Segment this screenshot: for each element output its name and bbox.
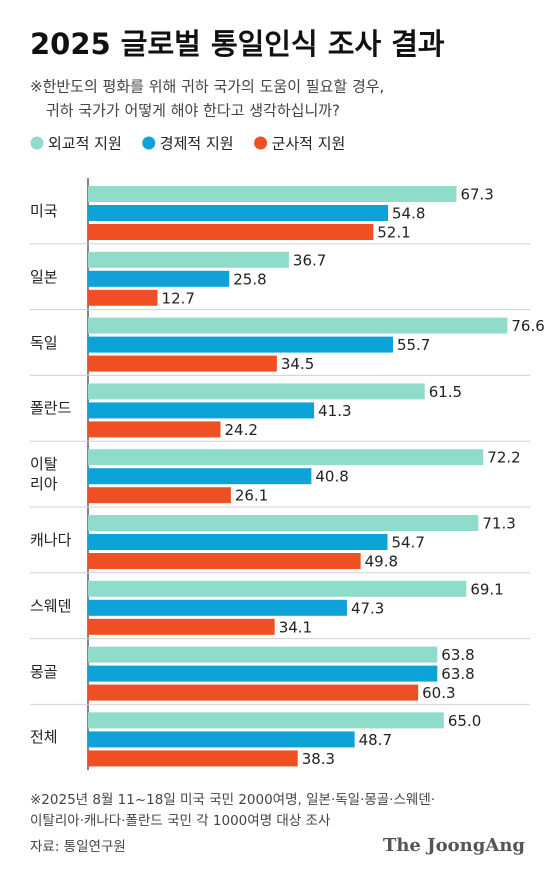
value-label: 55.7 — [397, 336, 430, 354]
value-label: 54.7 — [391, 534, 424, 552]
bar — [88, 515, 479, 531]
value-label: 38.3 — [302, 750, 335, 768]
subtitle: ※한반도의 평화를 위해 귀하 국가의 도움이 필요할 경우, — [30, 78, 384, 96]
value-label: 34.1 — [279, 618, 312, 636]
value-label: 49.8 — [365, 553, 398, 571]
value-label: 34.5 — [281, 355, 314, 373]
source: 자료: 통일연구원 — [30, 839, 126, 855]
value-label: 12.7 — [162, 289, 195, 307]
category-label: 미국 — [30, 201, 58, 220]
bar — [88, 534, 388, 550]
category-label: 폴란드 — [30, 399, 72, 418]
bar — [88, 487, 231, 504]
value-label: 72.2 — [487, 449, 520, 467]
category-label: 전체 — [30, 728, 58, 747]
category-label: 일본 — [30, 267, 58, 286]
bar — [88, 580, 467, 597]
bar — [88, 355, 277, 372]
subtitle: 귀하 국가가 어떻게 해야 한다고 생각하십니까? — [46, 102, 340, 120]
legend-marker — [142, 136, 156, 150]
category-label: 몽골 — [30, 662, 58, 681]
category-label: 스웨덴 — [30, 596, 72, 615]
bar — [88, 684, 419, 701]
value-label: 25.8 — [233, 270, 266, 288]
bar — [88, 317, 508, 334]
legend-label: 경제적 지원 — [160, 135, 234, 153]
bar — [88, 449, 484, 466]
category-label: 캐나다 — [30, 530, 72, 549]
bar — [88, 599, 347, 616]
bar — [88, 712, 444, 729]
bar — [88, 251, 289, 268]
brand-logo: The JoongAng — [383, 835, 525, 856]
bar — [88, 665, 438, 682]
bar — [88, 646, 438, 663]
bar — [88, 186, 457, 202]
value-label: 47.3 — [351, 599, 384, 617]
bar — [88, 383, 425, 400]
bar — [88, 270, 230, 287]
note: 이탈리아·캐나다·폴란드 국민 각 1000여명 대상 조사 — [30, 813, 331, 829]
bar — [88, 553, 361, 569]
bar — [88, 468, 312, 485]
category-label: 이탈 리아 — [30, 455, 58, 494]
category-label: 독일 — [30, 333, 58, 352]
value-label: 60.3 — [422, 684, 455, 702]
bar — [88, 224, 374, 240]
value-label: 61.5 — [429, 383, 462, 401]
value-label: 67.3 — [460, 186, 493, 204]
bar — [88, 205, 389, 221]
bar — [88, 336, 393, 353]
value-label: 36.7 — [293, 251, 326, 269]
bar — [88, 421, 221, 438]
legend-marker — [30, 136, 44, 150]
bar — [88, 750, 298, 767]
bar — [88, 731, 355, 748]
chart-title: 2025 글로벌 통일인식 조사 결과 — [30, 27, 445, 61]
value-label: 65.0 — [448, 712, 481, 730]
value-label: 76.6 — [511, 317, 544, 335]
legend-marker — [254, 136, 268, 150]
value-label: 24.2 — [224, 421, 257, 439]
value-label: 26.1 — [235, 487, 268, 505]
value-label: 48.7 — [359, 731, 392, 749]
legend-label: 군사적 지원 — [272, 135, 346, 153]
value-label: 63.8 — [441, 665, 474, 683]
value-label: 40.8 — [315, 468, 348, 486]
value-label: 54.8 — [392, 205, 425, 223]
value-label: 63.8 — [441, 646, 474, 664]
bar — [88, 618, 275, 635]
value-label: 71.3 — [482, 515, 515, 533]
value-label: 52.1 — [377, 224, 410, 242]
bar — [88, 402, 315, 419]
value-label: 69.1 — [470, 580, 503, 598]
note: ※2025년 8월 11~18일 미국 국민 2000여명, 일본·독일·몽골·… — [30, 792, 435, 808]
bar — [88, 289, 158, 306]
legend-label: 외교적 지원 — [48, 135, 122, 153]
value-label: 41.3 — [318, 402, 351, 420]
